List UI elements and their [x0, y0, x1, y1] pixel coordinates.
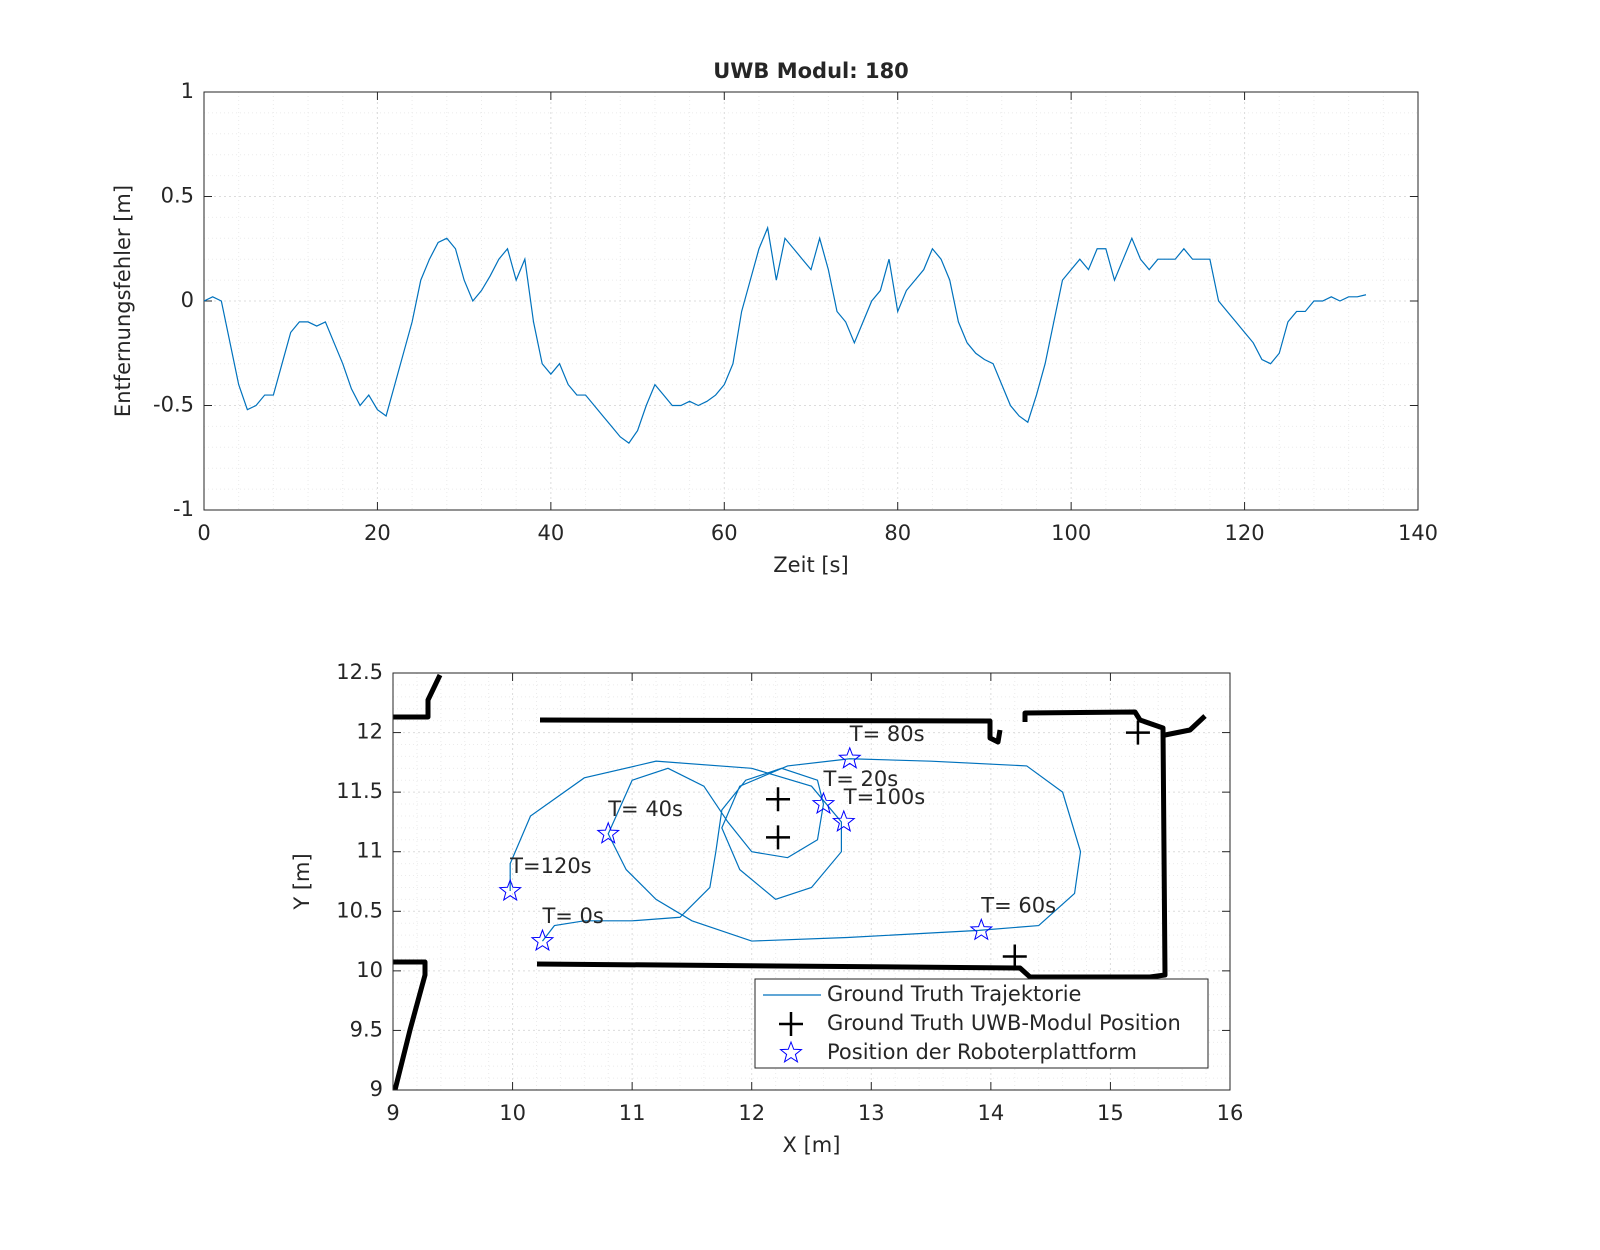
- wall: [393, 673, 443, 720]
- annotation: T= 40s: [607, 797, 683, 821]
- annotation: T= 60s: [980, 893, 1056, 917]
- annotation: T=100s: [843, 785, 925, 809]
- occupancy-map: [392, 673, 1207, 1091]
- y-tick-label: 1: [181, 79, 194, 103]
- annotation: T=120s: [509, 854, 591, 878]
- chart-title: UWB Modul: 180: [713, 59, 909, 83]
- x-tick-label: 16: [1217, 1101, 1244, 1125]
- y-tick-label: 12: [356, 720, 383, 744]
- star-marker: [811, 791, 836, 815]
- data-line: [203, 225, 1367, 444]
- y-axis-label: Entfernungsfehler [m]: [111, 185, 135, 417]
- y-tick-label: 0.5: [161, 184, 194, 208]
- wall: [536, 709, 1168, 980]
- star-marker: [837, 746, 862, 769]
- x-tick-label: 100: [1051, 521, 1091, 545]
- annotation: T= 20s: [822, 767, 898, 791]
- x-tick-label: 15: [1097, 1101, 1124, 1125]
- legend-swatch: [779, 1012, 803, 1036]
- y-tick-label: 9.5: [350, 1017, 383, 1041]
- x-tick-label: 14: [977, 1101, 1004, 1125]
- legend-box: [754, 978, 1209, 1069]
- x-tick-label: 9: [386, 1101, 399, 1125]
- x-tick-label: 120: [1225, 521, 1265, 545]
- y-tick-label: 9: [370, 1077, 383, 1101]
- y-tick-label: 10: [356, 958, 383, 982]
- wall: [392, 959, 428, 1091]
- plus-marker: [1002, 944, 1027, 969]
- annotation: T= 80s: [849, 722, 925, 746]
- y-tick-label: -0.5: [153, 393, 194, 417]
- legend-label: Ground Truth UWB-Modul Position: [827, 1011, 1181, 1035]
- y-tick-label: 10.5: [336, 898, 383, 922]
- plus-marker: [1125, 720, 1150, 745]
- x-tick-label: 80: [884, 521, 911, 545]
- star-marker: [969, 917, 994, 941]
- x-tick-label: 40: [537, 521, 564, 545]
- legend-label: Ground Truth Trajektorie: [827, 982, 1081, 1006]
- wall: [539, 717, 1003, 745]
- legend-label: Position der Roboterplattform: [827, 1040, 1137, 1064]
- plus-marker: [766, 825, 791, 850]
- y-tick-label: -1: [173, 497, 194, 521]
- x-tick-label: 60: [711, 521, 738, 545]
- plus-marker: [766, 787, 791, 812]
- y-tick-label: 12.5: [336, 660, 383, 684]
- legend-swatch: [779, 1040, 803, 1064]
- y-tick-label: 0: [181, 288, 194, 312]
- y-tick-label: 11.5: [336, 779, 383, 803]
- x-tick-label: 140: [1398, 521, 1438, 545]
- x-tick-label: 10: [499, 1101, 526, 1125]
- x-tick-label: 12: [738, 1101, 765, 1125]
- star-marker: [831, 809, 856, 832]
- y-axis-label: Y [m]: [290, 853, 314, 910]
- x-tick-label: 0: [197, 521, 210, 545]
- x-tick-label: 13: [858, 1101, 885, 1125]
- star-marker: [530, 928, 555, 952]
- data-line: [509, 758, 1082, 942]
- x-tick-label: 11: [619, 1101, 646, 1125]
- axes-box: [392, 672, 1231, 1091]
- y-tick-label: 11: [356, 839, 383, 863]
- x-tick-label: 20: [364, 521, 391, 545]
- star-marker: [498, 878, 522, 902]
- annotation: T= 0s: [541, 904, 603, 928]
- x-axis-label: X [m]: [783, 1133, 841, 1157]
- star-marker: [596, 821, 621, 844]
- wall: [1164, 714, 1207, 738]
- x-axis-label: Zeit [s]: [773, 553, 848, 577]
